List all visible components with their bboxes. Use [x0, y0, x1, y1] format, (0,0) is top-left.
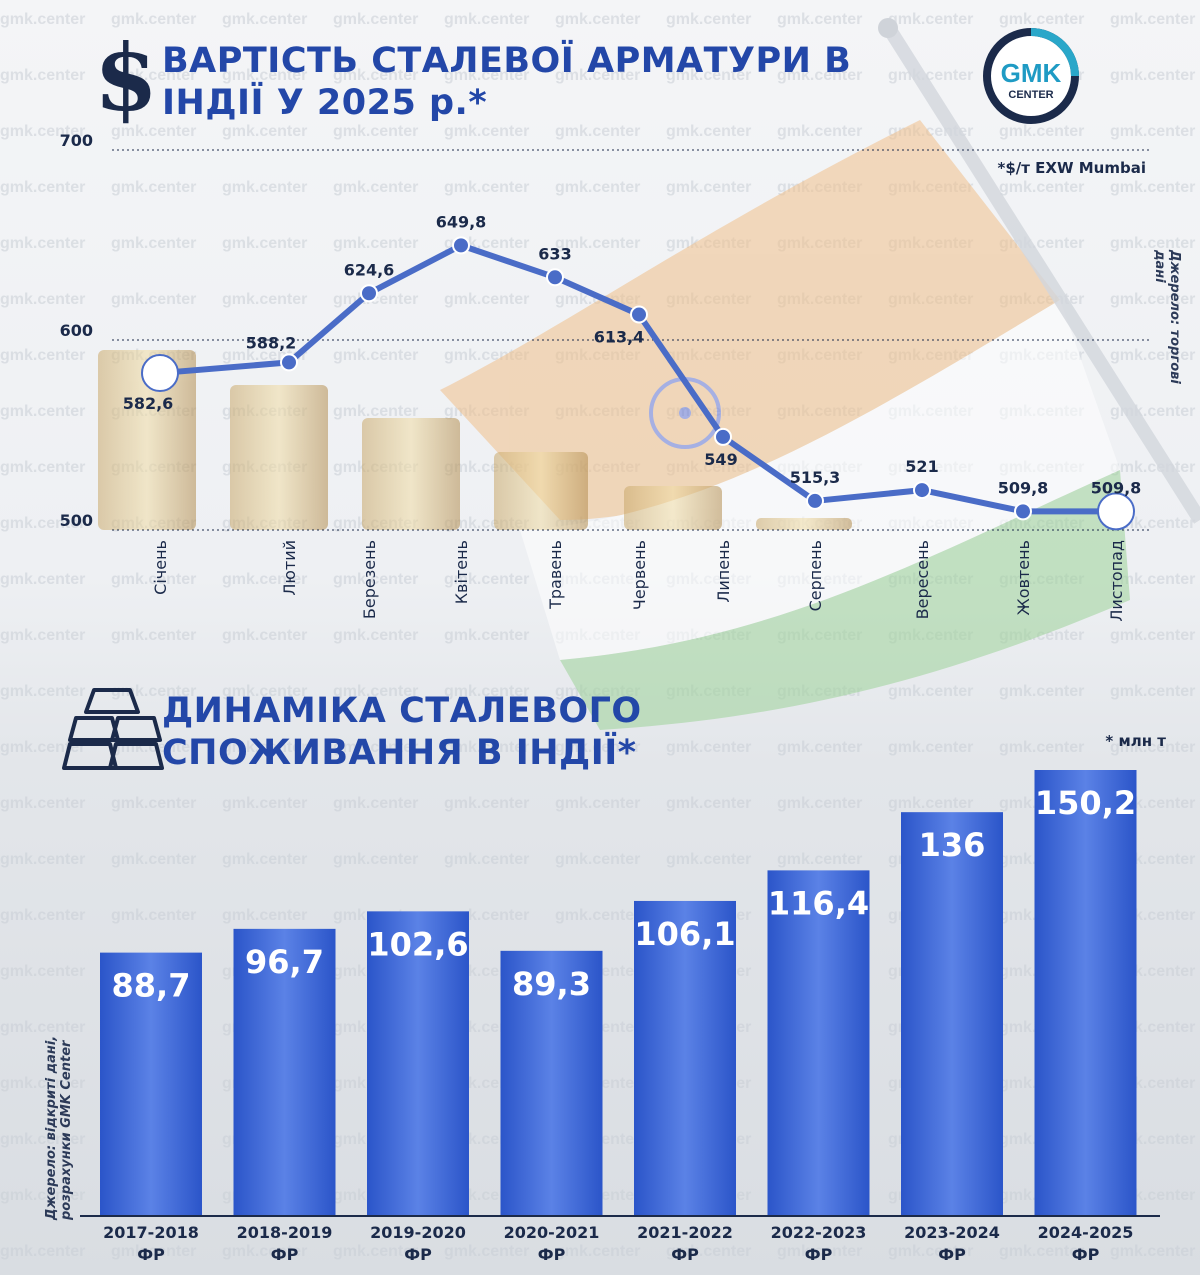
data-label: 509,8	[1091, 478, 1142, 497]
x-tick-label: 2017-2018	[103, 1223, 199, 1242]
bar-value-label: 116,4	[768, 884, 869, 922]
data-label: 613,4	[594, 328, 645, 347]
bar-value-label: 88,7	[112, 967, 191, 1005]
x-tick-label: Вересень	[913, 540, 932, 619]
x-tick-label: Липень	[714, 540, 733, 603]
svg-text:CENTER: CENTER	[1008, 89, 1053, 101]
gmk-center-logo: GMK CENTER	[983, 28, 1079, 124]
data-label: 633	[538, 244, 571, 263]
x-tick-label: 2018-2019	[237, 1223, 333, 1242]
top-chart-unit-note: *$/т EXW Mumbai	[997, 159, 1147, 177]
x-tick-label: 2023-2024	[904, 1223, 1000, 1242]
y-tick-label: 500	[60, 511, 93, 530]
data-label: 521	[905, 457, 938, 476]
data-label: 515,3	[790, 468, 841, 487]
x-tick-label-suffix: ФР	[137, 1245, 165, 1264]
x-tick-label: 2021-2022	[637, 1223, 733, 1242]
x-tick-label: Травень	[546, 540, 565, 610]
data-point	[714, 427, 732, 446]
data-point	[360, 284, 378, 303]
data-point	[280, 353, 298, 372]
x-tick-label-suffix: ФР	[671, 1245, 699, 1264]
bar	[233, 928, 336, 1216]
bar-value-label: 136	[919, 826, 986, 864]
bar	[100, 952, 202, 1216]
x-tick-label: Квітень	[452, 540, 471, 604]
bottom-chart-title: ДИНАМІКА СТАЛЕВОГО СПОЖИВАННЯ В ІНДІЇ*	[162, 691, 642, 773]
bar	[901, 812, 1003, 1216]
data-point	[546, 268, 564, 287]
y-tick-label: 700	[60, 131, 93, 150]
data-point	[452, 236, 470, 255]
bar-value-label: 96,7	[245, 943, 324, 981]
gold-bars-icon	[62, 688, 164, 770]
bar-value-label: 106,1	[634, 915, 735, 953]
data-point	[806, 491, 824, 510]
data-label: 582,6	[123, 394, 174, 413]
data-label: 549	[704, 450, 737, 469]
x-tick-label-suffix: ФР	[538, 1245, 566, 1264]
x-tick-label-suffix: ФР	[271, 1245, 299, 1264]
x-tick-label: Жовтень	[1014, 540, 1033, 616]
data-label: 509,8	[998, 478, 1049, 497]
bar	[367, 911, 469, 1216]
dollar-icon: $	[94, 24, 159, 132]
coin-stacks-decoration	[98, 350, 852, 530]
x-tick-label: 2022-2023	[771, 1223, 867, 1242]
bar	[1034, 770, 1137, 1216]
data-point	[630, 305, 648, 324]
bar	[634, 900, 736, 1216]
x-tick-label: 2024-2025	[1038, 1223, 1134, 1242]
data-label: 588,2	[246, 333, 297, 352]
bottom-chart-unit-note: * млн т	[1105, 732, 1166, 750]
svg-text:GMK: GMK	[1001, 58, 1062, 88]
x-tick-label: Січень	[151, 540, 170, 595]
x-tick-label-suffix: ФР	[805, 1245, 833, 1264]
data-point	[1014, 502, 1032, 521]
x-tick-label-suffix: ФР	[404, 1245, 432, 1264]
data-point	[913, 481, 931, 500]
x-tick-label: Серпень	[806, 540, 825, 611]
top-chart-source: Джерело: торгові дані	[1152, 250, 1182, 384]
bar-value-label: 102,6	[367, 925, 468, 963]
bar	[500, 950, 603, 1216]
data-point	[141, 354, 179, 393]
x-tick-label: Листопад	[1107, 540, 1126, 622]
bar	[767, 870, 870, 1216]
top-chart-title: ВАРТІСТЬ СТАЛЕВОЇ АРМАТУРИ В ІНДІЇ У 202…	[162, 41, 852, 123]
bar-value-label: 150,2	[1035, 784, 1136, 822]
y-tick-label: 600	[60, 321, 93, 340]
x-tick-label: Червень	[630, 540, 649, 610]
x-tick-label: Лютий	[280, 540, 299, 596]
x-tick-label: Березень	[360, 540, 379, 619]
x-tick-label-suffix: ФР	[1072, 1245, 1100, 1264]
x-tick-label-suffix: ФР	[938, 1245, 966, 1264]
bar-value-label: 89,3	[512, 965, 591, 1003]
flag-decoration	[440, 120, 1130, 730]
data-label: 624,6	[344, 260, 395, 279]
x-tick-label: 2020-2021	[504, 1223, 600, 1242]
x-tick-label: 2019-2020	[370, 1223, 466, 1242]
data-point	[1097, 492, 1135, 531]
data-label: 649,8	[436, 212, 487, 231]
rebar-price-line-chart: 500 600 700 582,6 588,2 624,6 649,8 633 613,4 54…	[60, 131, 1150, 622]
